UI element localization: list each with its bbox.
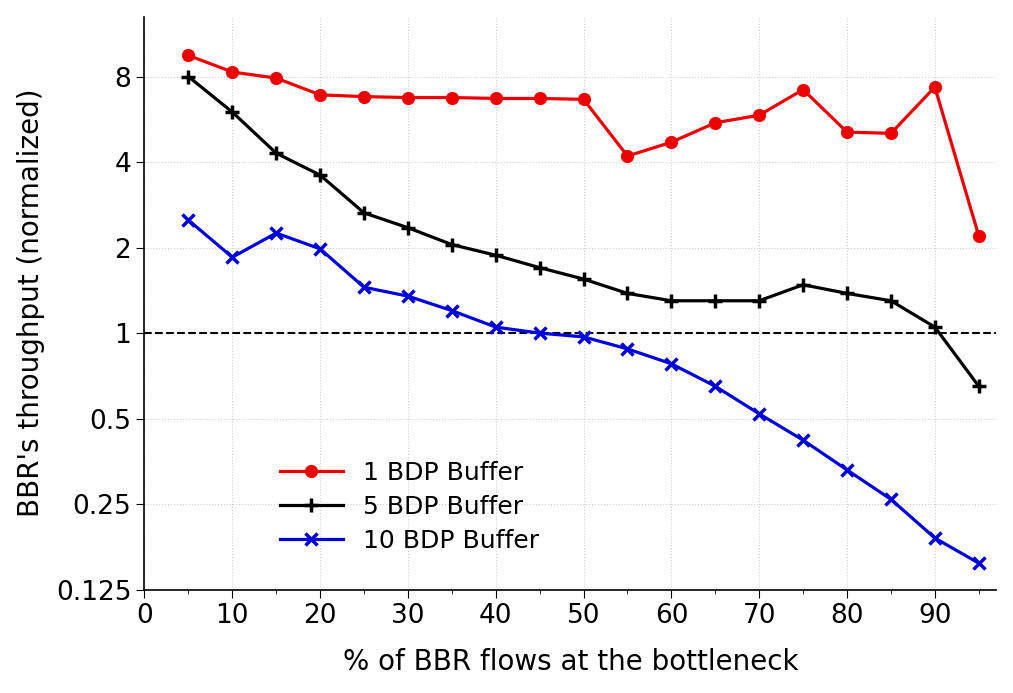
5 BDP Buffer: [709, 297, 721, 305]
1 BDP Buffer: [666, 138, 678, 146]
1 BDP Buffer: [226, 68, 238, 76]
1 BDP Buffer: [929, 83, 941, 91]
5 BDP Buffer: [885, 297, 898, 305]
5 BDP Buffer: [797, 281, 809, 289]
Y-axis label: BBR's throughput (normalized): BBR's throughput (normalized): [16, 89, 45, 518]
1 BDP Buffer: [577, 95, 590, 103]
5 BDP Buffer: [226, 108, 238, 116]
5 BDP Buffer: [489, 251, 501, 259]
5 BDP Buffer: [929, 323, 941, 331]
10 BDP Buffer: [885, 495, 898, 504]
10 BDP Buffer: [489, 323, 501, 331]
5 BDP Buffer: [666, 297, 678, 305]
1 BDP Buffer: [270, 74, 283, 82]
5 BDP Buffer: [446, 240, 458, 249]
1 BDP Buffer: [314, 91, 326, 99]
Line: 5 BDP Buffer: 5 BDP Buffer: [181, 69, 986, 393]
10 BDP Buffer: [226, 253, 238, 261]
1 BDP Buffer: [753, 111, 765, 119]
Legend: 1 BDP Buffer, 5 BDP Buffer, 10 BDP Buffer: 1 BDP Buffer, 5 BDP Buffer, 10 BDP Buffe…: [267, 449, 551, 565]
5 BDP Buffer: [314, 171, 326, 179]
1 BDP Buffer: [358, 92, 370, 100]
10 BDP Buffer: [534, 329, 546, 337]
5 BDP Buffer: [841, 289, 853, 297]
1 BDP Buffer: [446, 94, 458, 102]
1 BDP Buffer: [841, 128, 853, 137]
10 BDP Buffer: [709, 382, 721, 390]
10 BDP Buffer: [182, 216, 194, 225]
1 BDP Buffer: [489, 94, 501, 103]
Line: 10 BDP Buffer: 10 BDP Buffer: [182, 214, 985, 570]
10 BDP Buffer: [314, 245, 326, 253]
10 BDP Buffer: [270, 229, 283, 237]
10 BDP Buffer: [358, 283, 370, 292]
1 BDP Buffer: [621, 152, 633, 160]
5 BDP Buffer: [182, 72, 194, 80]
10 BDP Buffer: [621, 344, 633, 353]
10 BDP Buffer: [402, 292, 414, 300]
10 BDP Buffer: [446, 306, 458, 315]
5 BDP Buffer: [621, 289, 633, 297]
10 BDP Buffer: [666, 360, 678, 368]
5 BDP Buffer: [577, 275, 590, 283]
10 BDP Buffer: [929, 534, 941, 542]
10 BDP Buffer: [972, 559, 985, 568]
1 BDP Buffer: [182, 51, 194, 60]
5 BDP Buffer: [534, 263, 546, 272]
1 BDP Buffer: [797, 85, 809, 94]
1 BDP Buffer: [972, 231, 985, 240]
X-axis label: % of BBR flows at the bottleneck: % of BBR flows at the bottleneck: [342, 649, 798, 676]
10 BDP Buffer: [797, 436, 809, 444]
5 BDP Buffer: [972, 382, 985, 390]
10 BDP Buffer: [753, 410, 765, 418]
10 BDP Buffer: [841, 466, 853, 474]
5 BDP Buffer: [753, 297, 765, 305]
10 BDP Buffer: [577, 333, 590, 341]
5 BDP Buffer: [358, 209, 370, 217]
1 BDP Buffer: [885, 129, 898, 137]
1 BDP Buffer: [534, 94, 546, 103]
5 BDP Buffer: [402, 224, 414, 232]
5 BDP Buffer: [270, 149, 283, 157]
1 BDP Buffer: [709, 119, 721, 127]
1 BDP Buffer: [402, 94, 414, 102]
Line: 1 BDP Buffer: 1 BDP Buffer: [182, 50, 985, 241]
